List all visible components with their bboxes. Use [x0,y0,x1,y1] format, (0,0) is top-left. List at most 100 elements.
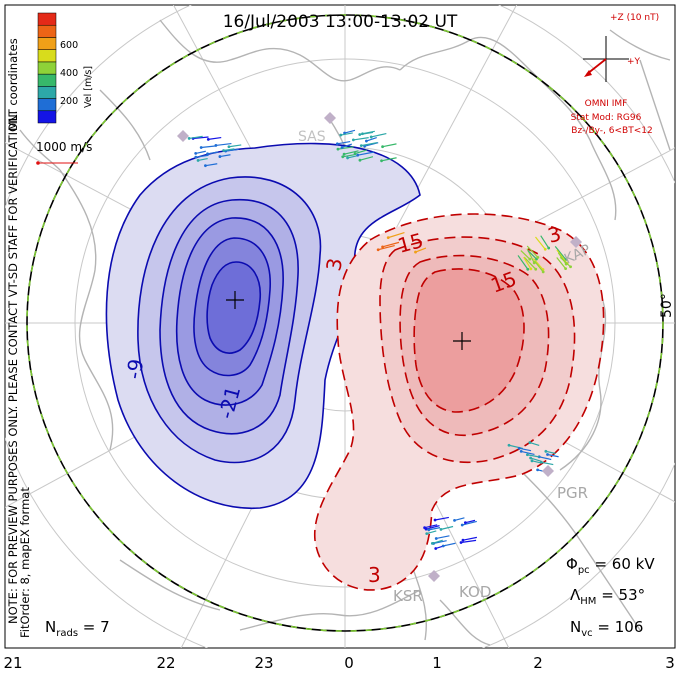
negative-potential-cell [105,142,421,509]
velocity-vector [535,236,546,250]
velocity-vector [541,461,554,466]
velocity-scale-label: 1000 m/s [36,140,92,154]
mlt-tick-23: 23 [254,654,273,672]
velocity-vector-origin [546,453,549,456]
velocity-vector-origin [526,267,530,271]
velocity-vector-origin [353,152,357,155]
velocity-vector-origin [359,144,363,148]
colorbar-block [37,61,57,75]
velocity-vector [556,249,568,264]
colorbar-tick-400: 400 [60,68,78,79]
velocity-vector [215,142,232,147]
velocity-vector-origin [434,547,438,550]
velocity-vector [353,137,369,141]
mlt-tick-0: 0 [344,654,354,672]
velocity-vector-origin [569,265,572,269]
velocity-vector-origin [536,468,540,472]
velocity-vector [530,457,542,462]
colorbar-block [37,86,57,99]
velocity-vector-origin [528,441,532,444]
velocity-vector [540,235,550,249]
velocity-vector [523,256,532,270]
velocity-vector [337,140,351,145]
velocity-vector [521,450,535,456]
velocity-vector-origin [380,159,383,163]
nvc-stat: Nvc = 106 [570,618,643,639]
velocity-vector [219,154,231,158]
velocity-vector [440,525,454,530]
velocity-vector [519,447,532,452]
station-label-sas: SAS [298,129,326,145]
velocity-vector-origin [346,156,349,160]
mlt-tick-22: 22 [156,654,175,672]
velocity-vector-origin [227,145,231,149]
velocity-vector [424,524,438,529]
velocity-vector-origin [519,450,523,453]
station-label-kod: KOD [459,583,491,601]
velocity-vector-origin [206,137,210,141]
velocity-vector-origin [381,145,384,149]
velocity-vector-origin [194,152,198,155]
velocity-vector [462,536,478,541]
velocity-vector-origin [351,138,355,142]
velocity-vector [462,520,477,526]
velocity-vector-origin [441,544,445,548]
velocity-vector-origin [460,523,464,527]
velocity-vector-origin [529,456,532,460]
velocity-vector-origin [430,542,434,545]
velocity-vector [341,143,353,148]
velocity-vector-origin [427,528,431,532]
velocity-vector-origin [507,443,511,447]
velocity-vector [508,444,524,450]
velocity-vector [533,260,544,273]
velocity-vector [382,143,397,148]
velocity-vector-origin [376,248,380,252]
velocity-vector-origin [434,537,438,540]
velocity-vector-origin [369,135,373,139]
imf-y-label: +Y [627,57,641,67]
imf-clock [583,36,629,82]
velocity-vector-origin [425,532,429,536]
velocity-vector [443,542,456,547]
velocity-vector [465,519,476,524]
contour-label-neg-1: -9 [121,357,148,381]
velocity-scale-arrow [36,161,78,165]
velocity-vector-origin [342,152,346,156]
velocity-vector-origin [528,257,532,261]
velocity-vector [428,527,441,531]
velocity-vector [337,146,354,150]
velocity-vector-origin [534,267,538,271]
contour-label-pos-5: 3 [545,221,564,247]
velocity-vector-origin [365,139,368,143]
velocity-vector-origin [530,459,534,463]
velocity-vector [520,250,531,260]
velocity-vector [527,250,537,260]
velocity-vector-origin [439,527,443,531]
colorbar-block [37,110,57,124]
velocity-vector [208,136,222,140]
velocity-vector [361,141,378,147]
colorbar-block [37,24,57,38]
velocity-vector [523,256,537,270]
imf-condition: Bz-/By-, 6<BT<12 [571,126,652,136]
velocity-vector-origin [543,247,547,251]
velocity-vector-origin [517,446,521,450]
velocity-vector-origin [564,267,567,271]
mlt-tick-3: 3 [665,654,675,672]
lambda-hm-stat: ΛHM = 53° [570,586,645,607]
velocity-vector [529,442,540,446]
velocity-vector [382,241,400,248]
velocity-vector-origin [459,541,463,544]
velocity-vector-origin [356,153,360,157]
velocity-vector [557,252,567,265]
velocity-vector [533,258,544,270]
velocity-vector-origin [544,449,548,453]
velocity-vector [531,460,542,464]
velocity-vector [347,155,358,159]
velocity-vector-origin [536,255,540,259]
velocity-vector [223,148,235,152]
velocity-vector [426,530,437,535]
colorbar-tick-600: 600 [60,40,78,51]
colorbar-block [37,49,57,63]
